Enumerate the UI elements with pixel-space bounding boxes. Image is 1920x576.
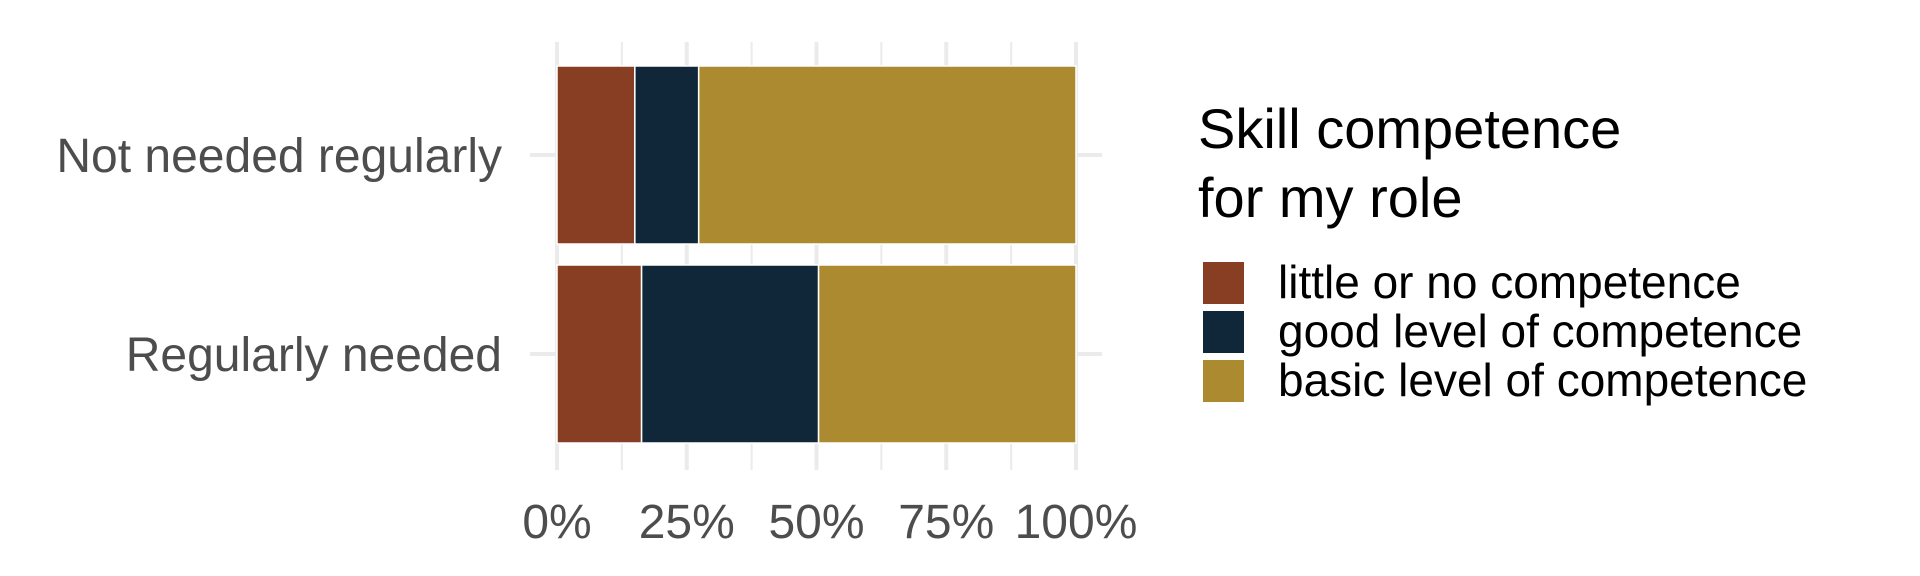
x-axis-labels: 0% 25% 50% 75% 100%	[522, 496, 1137, 549]
legend-label: little or no competence	[1278, 256, 1741, 308]
y-tick-label: Not needed regularly	[56, 130, 502, 183]
legend-swatch	[1203, 311, 1244, 353]
x-tick-label: 0%	[522, 496, 591, 549]
x-tick-label: 50%	[768, 496, 864, 549]
legend-title-line-2: for my role	[1198, 166, 1463, 229]
bar-segment	[634, 65, 700, 245]
bar-segment	[817, 264, 1077, 444]
legend-swatch	[1203, 262, 1244, 304]
x-tick-label: 75%	[898, 496, 994, 549]
legend-swatch	[1203, 360, 1244, 402]
x-tick-label: 100%	[1015, 496, 1138, 549]
y-axis-labels: Not needed regularly Regularly needed	[56, 130, 502, 382]
bar-segment	[556, 264, 643, 444]
y-tick-label: Regularly needed	[126, 329, 502, 382]
bar-segment	[556, 65, 636, 245]
bar-segment	[697, 65, 1077, 245]
legend-label: good level of competence	[1278, 305, 1802, 357]
bar-segment	[640, 264, 820, 444]
legend-title-line-1: Skill competence	[1198, 97, 1621, 160]
legend-label: basic level of competence	[1278, 354, 1807, 406]
x-tick-label: 25%	[639, 496, 735, 549]
legend: Skill competence for my role little or n…	[1198, 97, 1807, 406]
bars	[556, 65, 1077, 444]
